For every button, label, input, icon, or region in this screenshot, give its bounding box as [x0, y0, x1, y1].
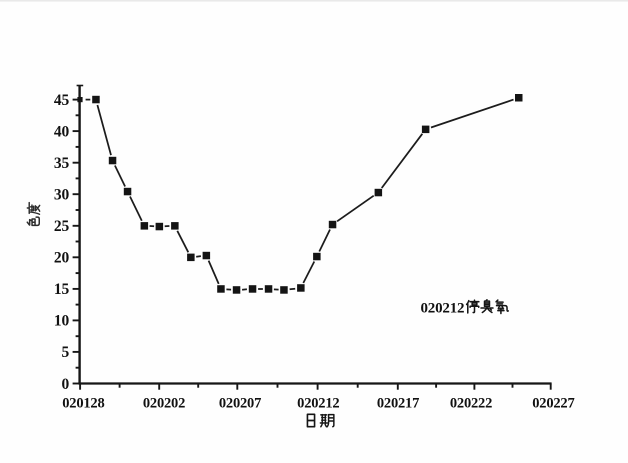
svg-text:0: 0	[61, 376, 69, 393]
svg-text:020212: 020212	[421, 301, 465, 317]
svg-text:35: 35	[54, 155, 70, 172]
svg-text:30: 30	[54, 187, 70, 204]
svg-text:45: 45	[54, 92, 70, 109]
svg-text:5: 5	[61, 344, 69, 361]
svg-text:20: 20	[54, 250, 70, 267]
svg-text:40: 40	[54, 123, 70, 140]
svg-text:25: 25	[54, 218, 70, 235]
svg-text:020128: 020128	[62, 396, 104, 412]
svg-text:020217: 020217	[377, 396, 419, 412]
svg-text:15: 15	[54, 281, 70, 298]
svg-text:020207: 020207	[219, 396, 261, 412]
svg-text:020227: 020227	[532, 396, 574, 412]
svg-text:020202: 020202	[143, 396, 185, 412]
svg-text:020212: 020212	[297, 396, 339, 412]
svg-text:020222: 020222	[450, 396, 492, 412]
svg-text:10: 10	[54, 313, 70, 330]
